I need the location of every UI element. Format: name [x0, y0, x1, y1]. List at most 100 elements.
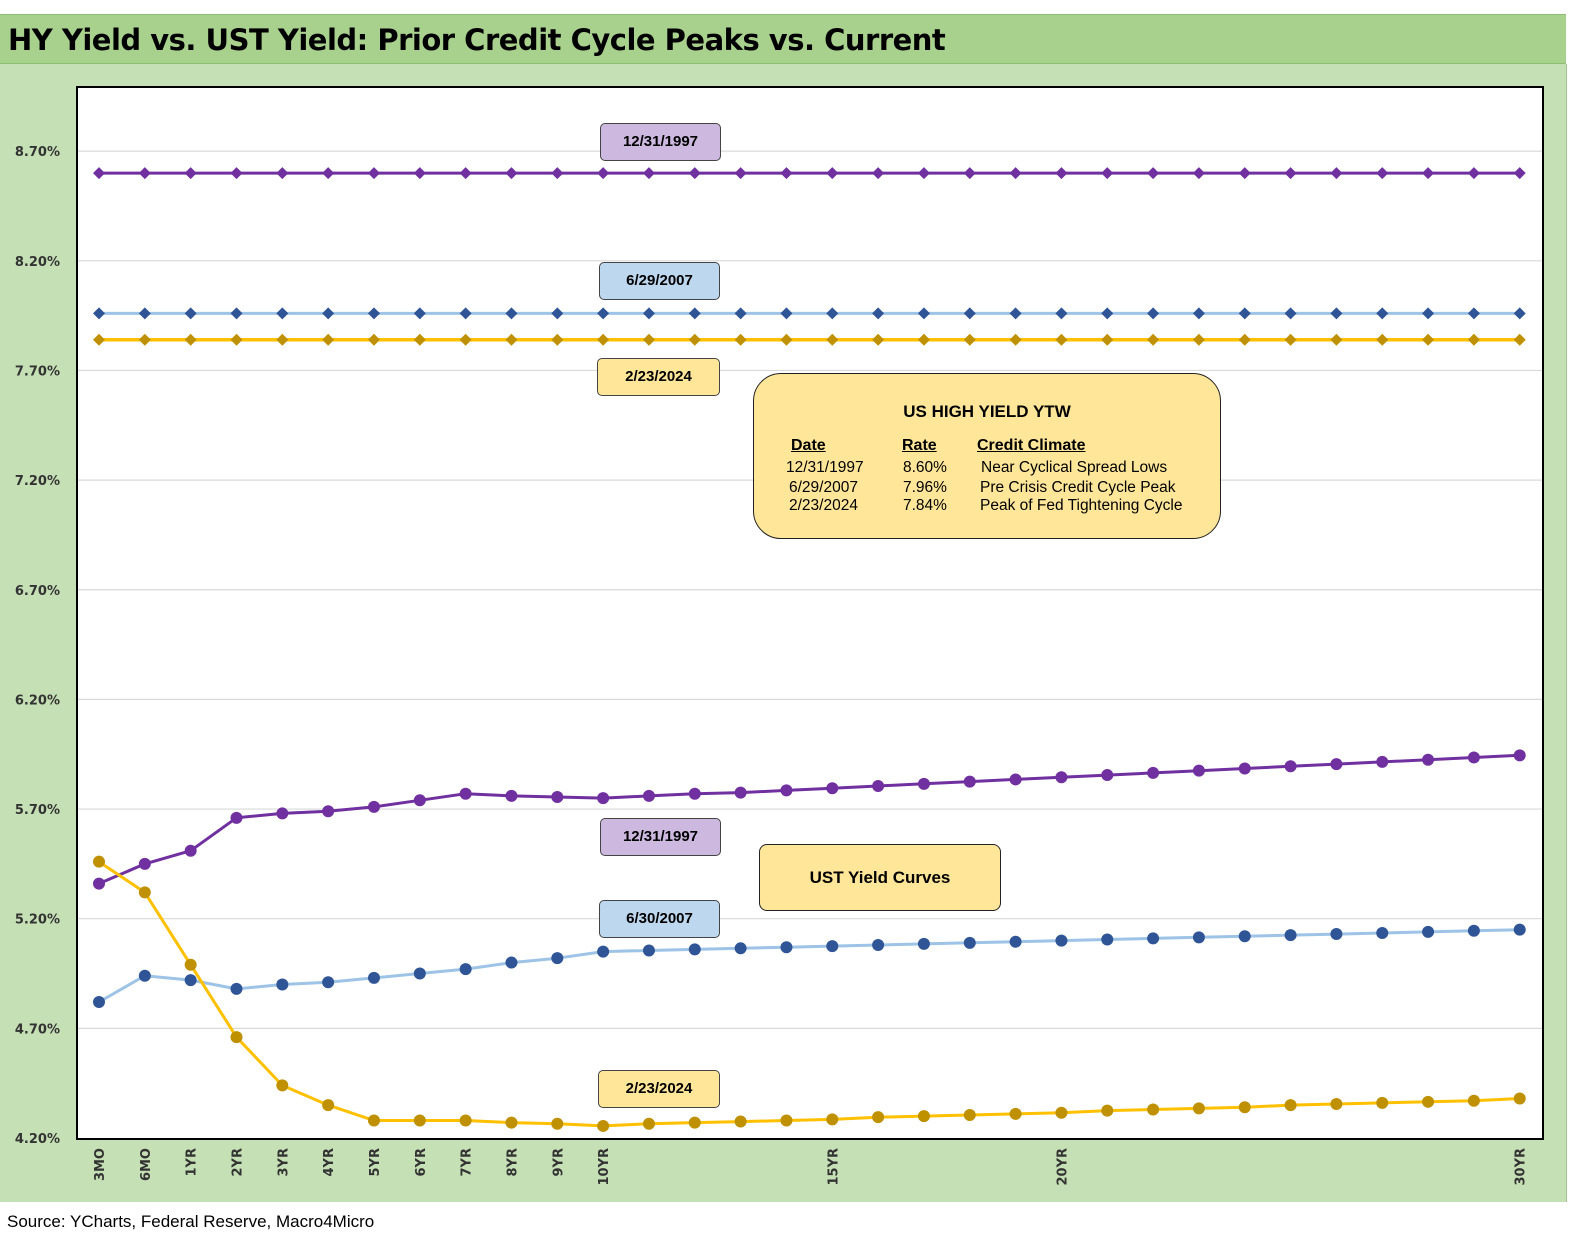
data-point — [1284, 760, 1297, 773]
source-note: Source: YCharts, Federal Reserve, Macro4… — [7, 1212, 375, 1231]
data-point — [872, 1111, 885, 1124]
x-tick-label: 1YR — [185, 1148, 200, 1176]
ust-yield-curves-box: UST Yield Curves — [759, 844, 1001, 911]
data-point — [93, 167, 105, 180]
data-point — [734, 307, 747, 320]
data-point — [276, 1079, 289, 1092]
data-point — [322, 333, 335, 346]
series-ust-2007 — [93, 923, 1526, 1009]
data-point — [413, 307, 426, 320]
data-point — [93, 877, 105, 890]
data-point — [1101, 769, 1114, 782]
data-point — [138, 969, 151, 982]
data-point — [322, 167, 335, 180]
y-tick-label: 5.20% — [15, 913, 60, 928]
data-point — [1009, 1107, 1022, 1120]
data-point — [184, 974, 197, 987]
data-point — [1467, 307, 1480, 320]
ytw-info-box: US HIGH YIELD YTW Date Rate Credit Clima… — [753, 373, 1221, 539]
data-point — [413, 1114, 426, 1127]
data-point — [505, 1116, 518, 1129]
data-point — [367, 167, 380, 180]
data-point — [642, 944, 655, 957]
data-point — [322, 1099, 335, 1112]
data-point — [505, 167, 518, 180]
data-point — [1009, 333, 1022, 346]
data-point — [780, 167, 793, 180]
data-point — [93, 333, 105, 346]
data-point — [642, 1117, 655, 1130]
data-point — [1376, 1096, 1389, 1109]
data-point — [1422, 753, 1435, 766]
data-point — [230, 167, 243, 180]
label-hy-1997: 12/31/1997 — [600, 123, 721, 161]
data-point — [1330, 928, 1343, 941]
data-point — [826, 167, 839, 180]
data-point — [597, 333, 610, 346]
data-point — [1009, 307, 1022, 320]
data-point — [276, 807, 289, 820]
data-point — [1330, 1098, 1343, 1111]
data-point — [826, 307, 839, 320]
data-point — [1422, 307, 1435, 320]
data-point — [688, 943, 701, 956]
data-point — [597, 167, 610, 180]
series-hy-2024 — [93, 333, 1526, 346]
data-point — [230, 811, 243, 824]
data-point — [1192, 333, 1205, 346]
data-point — [917, 167, 930, 180]
plot-area — [76, 86, 1544, 1140]
data-point — [1238, 930, 1251, 943]
data-point — [230, 307, 243, 320]
data-point — [322, 307, 335, 320]
label-ust-2007: 6/30/2007 — [599, 900, 720, 938]
data-point — [780, 333, 793, 346]
data-point — [413, 167, 426, 180]
data-point — [1101, 167, 1114, 180]
label-ust-2024: 2/23/2024 — [598, 1070, 720, 1108]
data-point — [1147, 333, 1160, 346]
data-point — [1376, 926, 1389, 939]
data-point — [780, 784, 793, 797]
data-point — [688, 307, 701, 320]
series-line — [98, 860, 1520, 1128]
data-point — [1513, 923, 1526, 936]
data-point — [276, 307, 289, 320]
data-point — [551, 333, 564, 346]
x-tick-label: 4YR — [322, 1148, 337, 1176]
y-tick-label: 4.20% — [15, 1132, 60, 1147]
series-hy-1997 — [93, 167, 1526, 180]
data-point — [276, 978, 289, 991]
label-ust-1997: 12/31/1997 — [600, 818, 721, 856]
x-tick-label: 20YR — [1055, 1148, 1070, 1186]
data-point — [459, 963, 472, 976]
data-point — [1192, 167, 1205, 180]
x-tick-label: 3MO — [93, 1148, 108, 1181]
data-point — [1284, 167, 1297, 180]
data-point — [551, 167, 564, 180]
data-point — [505, 956, 518, 969]
data-point — [551, 790, 564, 803]
data-point — [688, 1116, 701, 1129]
data-point — [1513, 167, 1526, 180]
data-point — [917, 307, 930, 320]
y-tick-label: 8.70% — [15, 145, 60, 160]
ytw-row-rate: 7.84% — [903, 497, 947, 514]
data-point — [917, 333, 930, 346]
data-point — [1238, 333, 1251, 346]
data-point — [1055, 307, 1068, 320]
data-point — [826, 333, 839, 346]
data-point — [322, 976, 335, 989]
data-point — [1147, 307, 1160, 320]
data-point — [505, 789, 518, 802]
data-point — [184, 844, 197, 857]
data-point — [872, 307, 885, 320]
ytw-title: US HIGH YIELD YTW — [903, 402, 1071, 421]
data-point — [505, 333, 518, 346]
y-tick-label: 7.20% — [15, 474, 60, 489]
data-point — [459, 1114, 472, 1127]
data-point — [1147, 932, 1160, 945]
data-point — [1101, 333, 1114, 346]
data-point — [1422, 333, 1435, 346]
data-point — [872, 939, 885, 952]
